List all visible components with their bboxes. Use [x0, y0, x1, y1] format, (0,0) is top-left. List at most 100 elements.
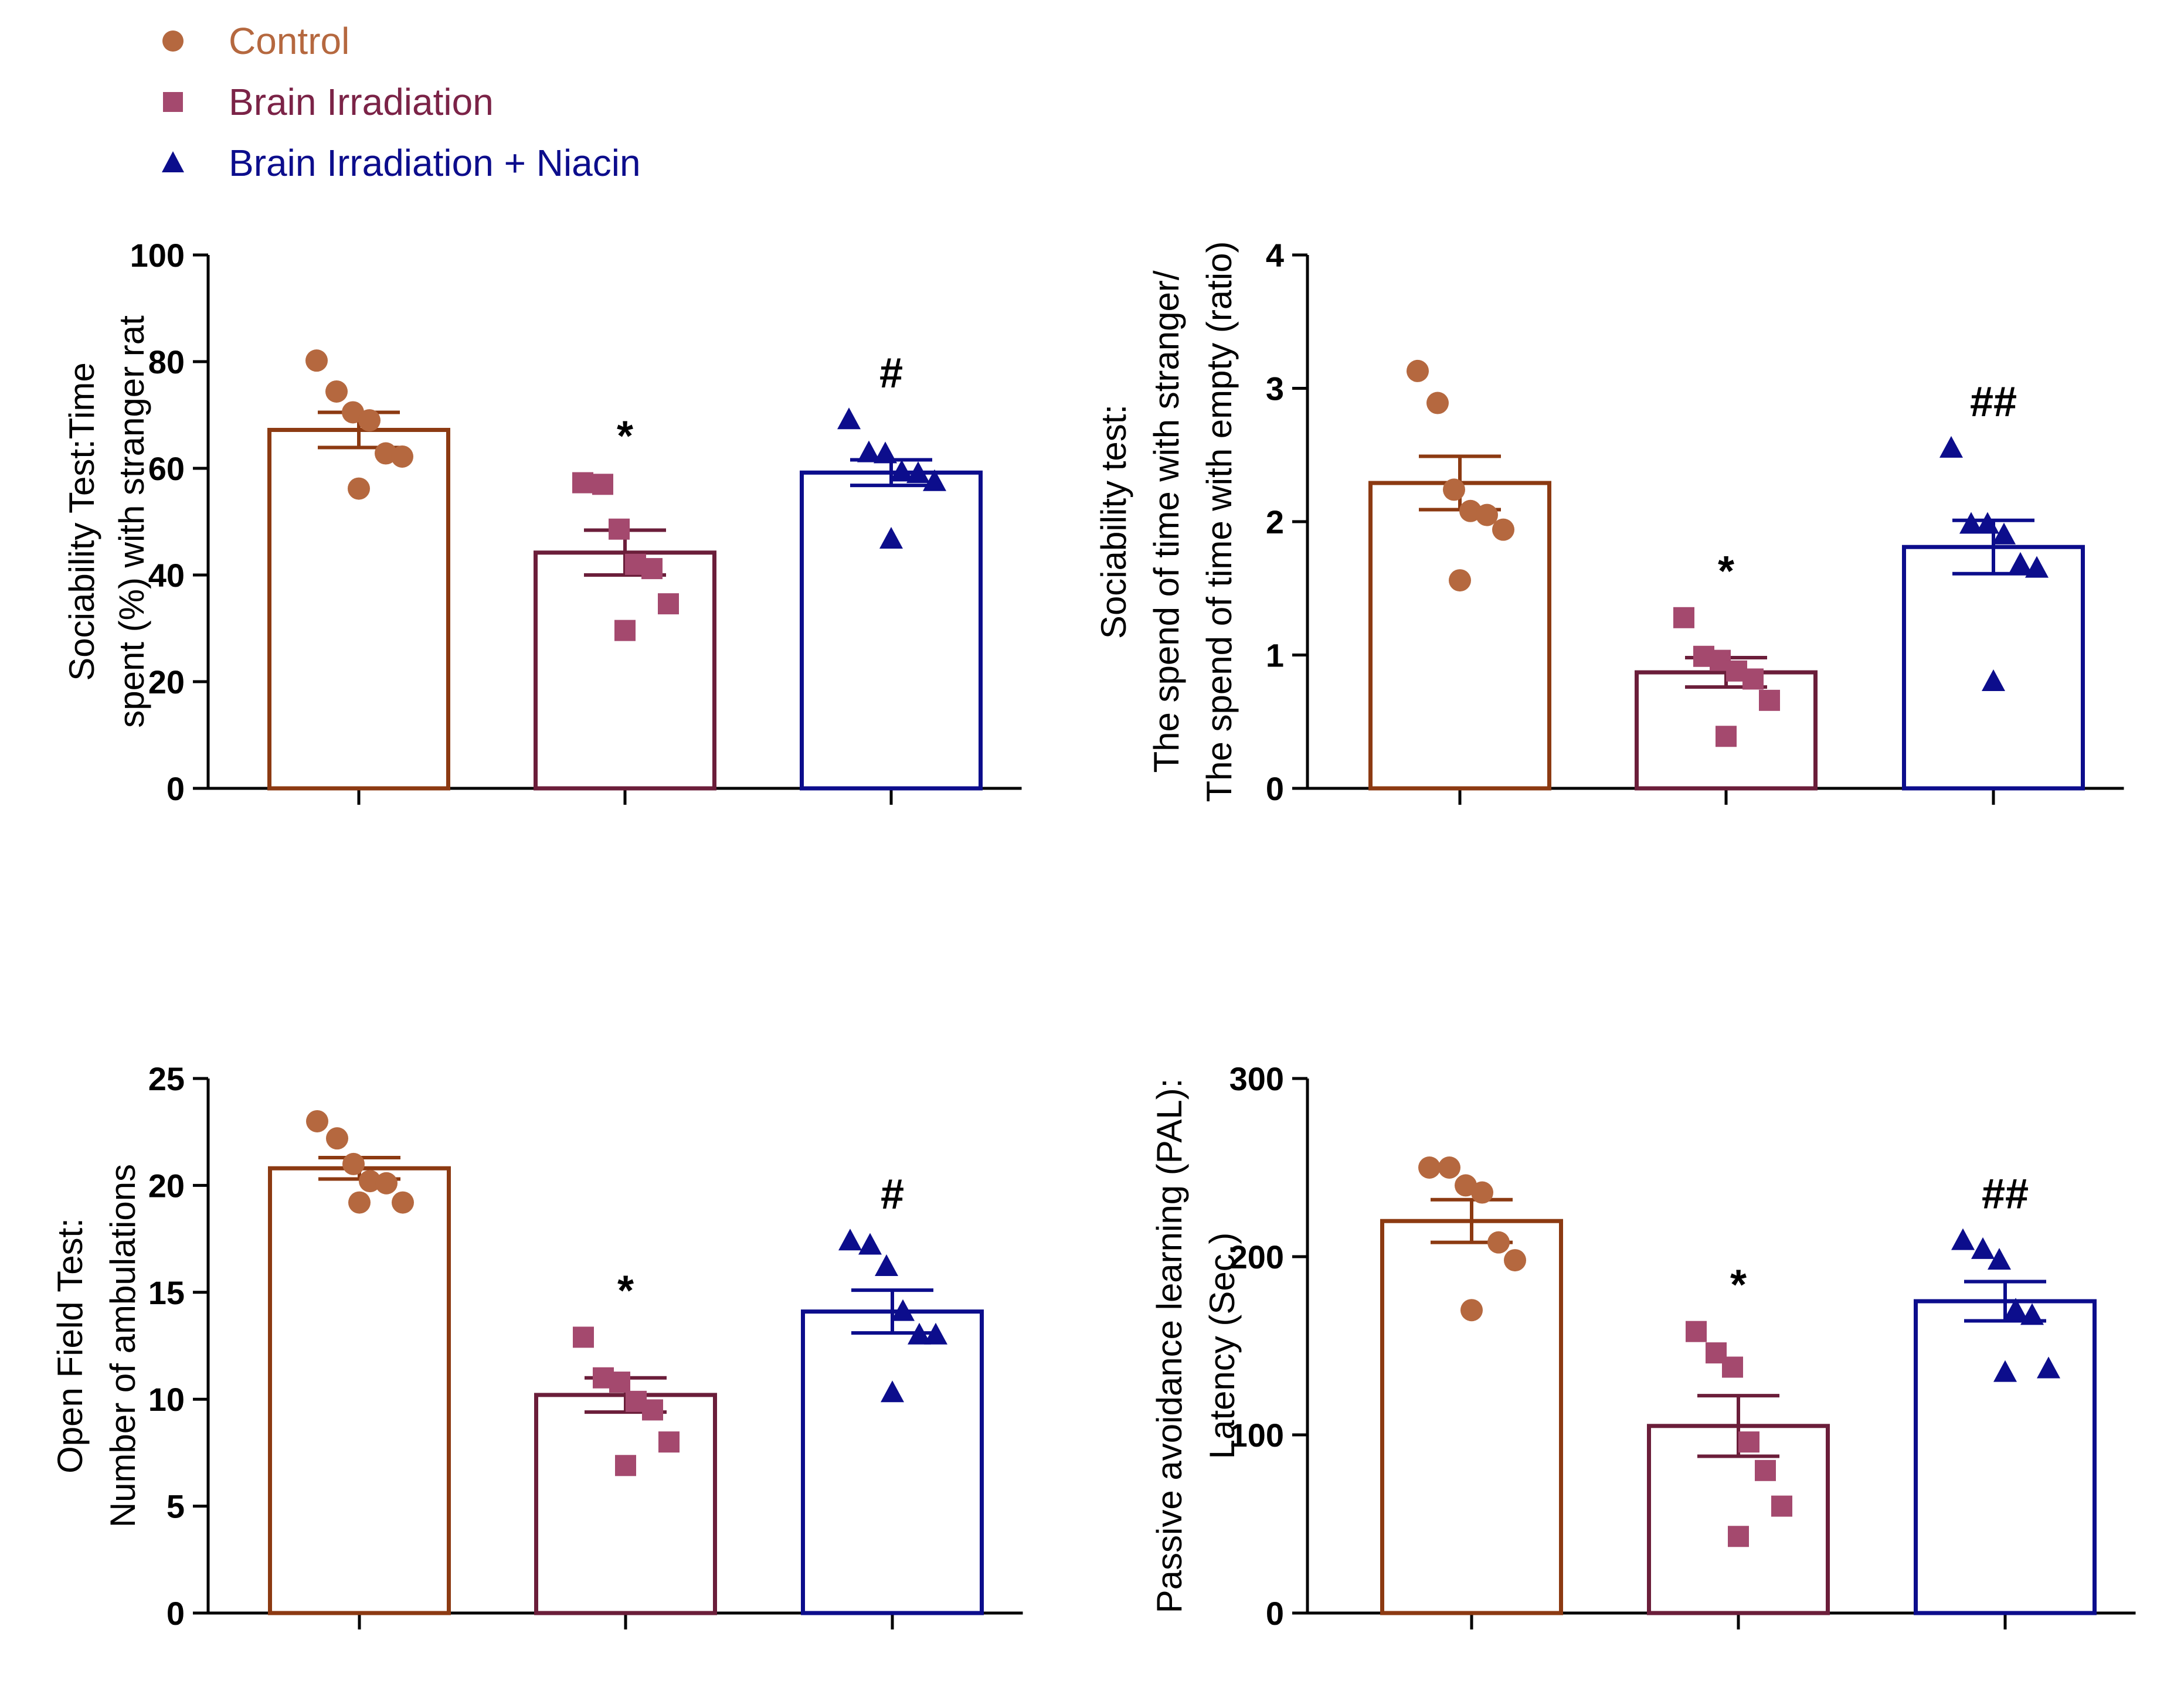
chart-panel-3: 0 5 10 15 20 25 Open Field Test: Number of ambu…: [50, 1060, 1023, 1632]
data-point-control: [1418, 1156, 1441, 1179]
data-point-niacin: [838, 1229, 862, 1251]
y-tick-label: 4: [1266, 237, 1284, 274]
y-axis-label-line: Open Field Test:: [50, 1218, 90, 1474]
significance-label-niacin: #: [881, 1171, 904, 1218]
y-tick-label: 3: [1266, 370, 1284, 407]
data-point-niacin: [1992, 522, 2016, 545]
y-tick-label: 25: [148, 1060, 185, 1097]
data-point-control: [1471, 1181, 1493, 1204]
data-point-control: [1476, 503, 1498, 526]
y-tick-label: 20: [148, 664, 185, 700]
data-point-irradiation: [658, 1431, 680, 1453]
data-point-niacin: [2020, 1303, 2044, 1325]
chart-panel-4: 0 100 200 300 Passive avoidance learning (PA…: [1150, 1060, 2136, 1632]
y-axis-label-line: Latency (Sec.): [1203, 1233, 1242, 1459]
data-point-niacin: [923, 469, 946, 491]
data-point-niacin: [906, 461, 930, 484]
data-point-control: [1487, 1231, 1510, 1254]
legend-marker-circle-icon: [147, 23, 199, 59]
data-point-control: [1443, 478, 1465, 501]
chart-panel-2: 0 1 2 3 4 Sociability test: The spend of time …: [1094, 237, 2124, 807]
y-axis-label-line: Number of ambulations: [103, 1164, 142, 1527]
data-point-irradiation: [614, 620, 636, 641]
y-tick-label: 100: [130, 237, 185, 274]
data-point-control: [1504, 1249, 1526, 1272]
y-tick-label: 5: [167, 1488, 185, 1525]
legend-item-brain-irradiation: Brain Irradiation: [147, 72, 641, 132]
data-point-irradiation: [1738, 1431, 1759, 1453]
data-point-niacin: [1959, 512, 1983, 534]
y-tick-label: 100: [1229, 1417, 1284, 1454]
bar-niacin: [800, 470, 983, 791]
data-point-irradiation: [609, 518, 630, 540]
significance-label-irradiation: *: [617, 413, 633, 460]
y-tick-label: 60: [148, 450, 185, 487]
data-point-niacin: [881, 1380, 904, 1403]
data-point-niacin: [875, 1254, 898, 1277]
legend-label-brain-irradiation: Brain Irradiation: [229, 81, 494, 123]
data-point-niacin: [874, 441, 897, 464]
data-point-irradiation: [1716, 726, 1737, 747]
legend-item-control: Control: [147, 11, 641, 72]
y-tick-label: 40: [148, 557, 185, 594]
data-point-irradiation: [1759, 689, 1780, 711]
y-axis-label-line: The spend of time with empty (ratio): [1200, 241, 1239, 802]
y-tick-label: 0: [1266, 770, 1284, 807]
data-point-control: [1438, 1156, 1460, 1179]
data-point-niacin: [1988, 1248, 2011, 1270]
y-tick-label: 20: [148, 1167, 185, 1204]
data-point-irradiation: [1771, 1495, 1792, 1517]
y-axis-label-line: The spend of time with stranger/: [1147, 270, 1186, 773]
chart-panel-1: 0 20 40 60 80 100 Sociability Test:Time spent (…: [62, 237, 1022, 807]
data-point-irradiation: [615, 1455, 636, 1476]
y-tick-label: 0: [167, 1595, 185, 1632]
y-axis-label-line: spent (%) with stranger rat: [112, 315, 151, 728]
bar-irradiation: [534, 550, 716, 791]
significance-label-irradiation: *: [1730, 1262, 1747, 1309]
bar-niacin: [801, 1309, 984, 1615]
data-point-niacin: [1939, 435, 1963, 458]
bar-control: [1368, 481, 1551, 791]
data-point-control: [375, 1172, 398, 1195]
data-point-control: [1460, 1299, 1483, 1322]
data-point-control: [1407, 359, 1429, 382]
significance-label-irradiation: *: [617, 1267, 634, 1314]
data-point-niacin: [1951, 1228, 1975, 1250]
data-point-irradiation: [572, 472, 593, 494]
significance-label-niacin: ##: [1982, 1171, 2029, 1218]
y-tick-label: 15: [148, 1274, 185, 1311]
y-axis-label-line: Sociability Test:Time: [62, 362, 101, 681]
bar-control: [268, 1166, 451, 1615]
data-point-irradiation: [1755, 1459, 1776, 1481]
data-point-niacin: [2009, 552, 2032, 574]
significance-label-irradiation: *: [1718, 548, 1734, 595]
data-point-niacin: [879, 527, 903, 549]
data-point-niacin: [1971, 1237, 1995, 1259]
data-point-niacin: [1976, 512, 1999, 534]
data-point-irradiation: [1686, 1321, 1707, 1342]
data-point-niacin: [2025, 556, 2049, 578]
data-point-irradiation: [592, 474, 613, 495]
data-point-niacin: [1993, 1360, 2017, 1382]
y-axis-label-line: Passive avoidance learning (PAL):: [1150, 1078, 1189, 1614]
y-tick-label: 1: [1266, 637, 1284, 674]
data-point-control: [359, 1170, 381, 1193]
data-point-control: [1426, 392, 1449, 414]
data-point-irradiation: [573, 1326, 594, 1348]
data-point-control: [391, 445, 413, 468]
data-point-control: [348, 1191, 371, 1214]
y-axis-label-line: Sociability test:: [1094, 404, 1133, 639]
y-tick-label: 200: [1229, 1239, 1284, 1275]
data-point-niacin: [857, 440, 881, 462]
data-point-niacin: [2037, 1356, 2060, 1379]
data-point-control: [358, 409, 381, 432]
data-point-control: [305, 349, 328, 372]
data-point-irradiation: [1673, 607, 1694, 628]
data-point-niacin: [858, 1233, 882, 1255]
data-point-control: [342, 1152, 365, 1175]
y-tick-label: 0: [167, 770, 185, 807]
data-point-niacin: [908, 1322, 931, 1345]
bar-niacin: [1902, 545, 2085, 791]
significance-label-niacin: #: [879, 350, 903, 397]
